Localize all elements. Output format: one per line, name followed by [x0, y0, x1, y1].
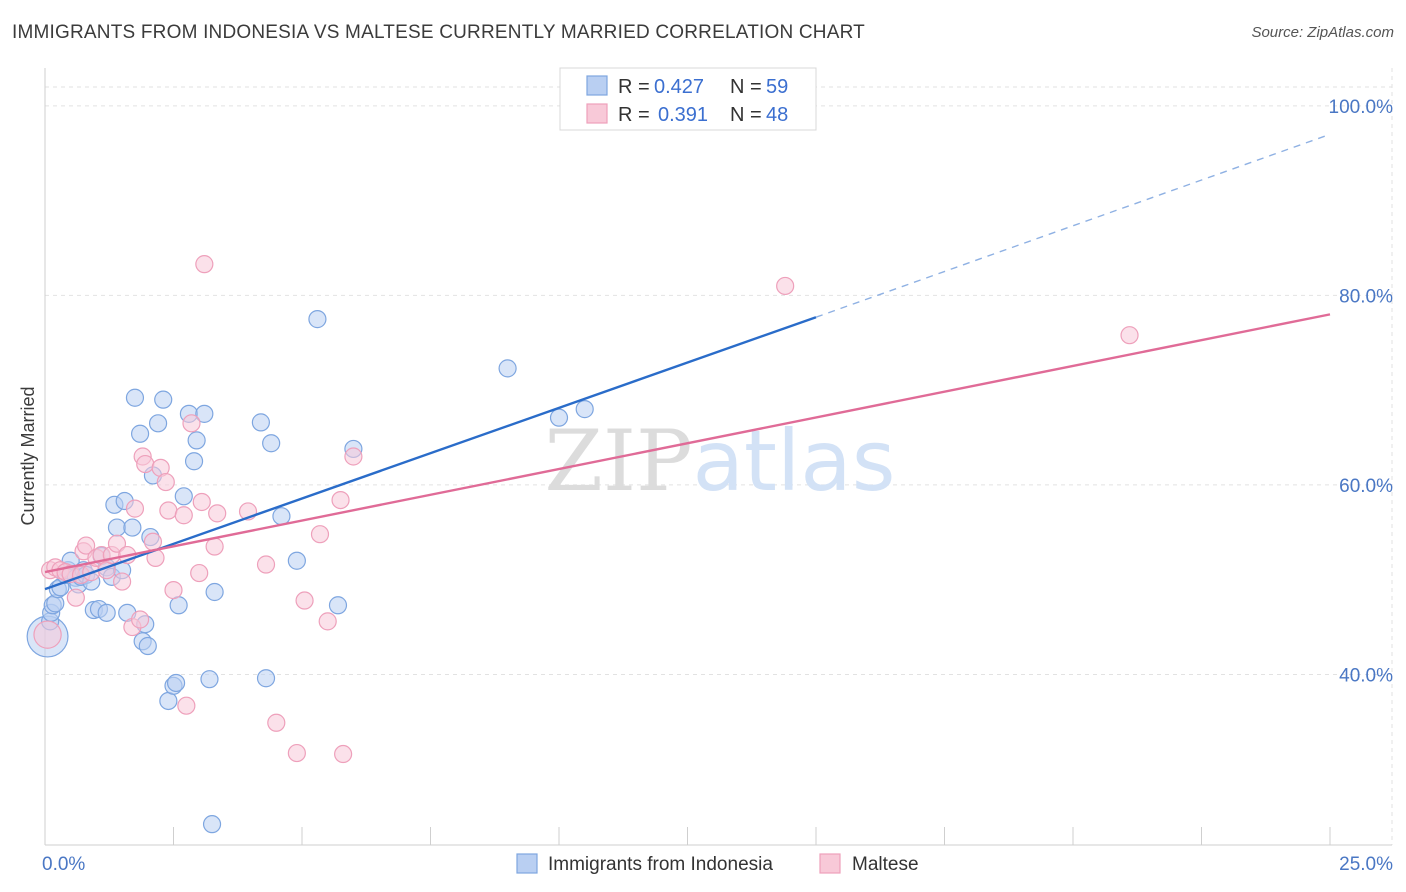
indonesia-point-19: [97, 603, 116, 622]
tick-labels: 40.0% 60.0% 80.0% 100.0% 0.0% 25.0%: [42, 97, 1393, 875]
maltese-point-42: [310, 525, 330, 544]
indonesia-point-54: [308, 310, 327, 329]
maltese-point-45: [334, 744, 353, 764]
legend-swatch-indonesia: [586, 75, 608, 96]
bottom-legend-swatch-maltese: [819, 853, 841, 874]
indonesia-point-37: [159, 691, 178, 711]
x-tick-label-0: 0.0%: [42, 854, 85, 875]
indonesia-point-45: [195, 404, 214, 423]
indonesia-point-36: [154, 390, 173, 409]
maltese-point-43: [318, 612, 337, 631]
maltese-point-28: [164, 581, 183, 600]
maltese-point-27: [159, 501, 178, 520]
maltese-point-20: [130, 610, 150, 629]
indonesia-point-57: [498, 359, 517, 378]
legend-swatch-maltese: [586, 103, 608, 124]
scatter-points: [26, 255, 1139, 834]
indonesia-point-49: [251, 413, 270, 432]
indonesia-trend-line: [44, 316, 817, 591]
chart-source: Source: ZipAtlas.com: [1251, 24, 1394, 41]
indonesia-point-41: [174, 487, 193, 506]
trend-lines: [44, 133, 1331, 591]
maltese-point-29: [174, 506, 193, 525]
indonesia-point-53: [287, 551, 306, 570]
indonesia-point-46: [200, 670, 219, 689]
legend-r-label-1: R =: [618, 76, 650, 98]
y-tick-label-3: 100.0%: [1329, 97, 1394, 118]
maltese-point-35: [205, 537, 224, 556]
indonesia-point-44: [187, 431, 206, 450]
legend-n-label-2: N =: [730, 104, 762, 126]
legend-n-value-1: 59: [766, 76, 788, 98]
axes: [44, 68, 1392, 846]
legend: R = 0.427 N = 59 R = 0.391 N = 48: [559, 67, 817, 131]
indonesia-point-27: [123, 518, 142, 537]
indonesia-point-50: [256, 669, 276, 688]
maltese-point-26: [156, 472, 175, 492]
maltese-point-39: [267, 713, 286, 732]
x-tick-label-1: 25.0%: [1339, 854, 1393, 875]
indonesia-point-23: [107, 518, 127, 537]
maltese-point-30: [177, 696, 196, 715]
indonesia-point-48: [205, 582, 224, 602]
maltese-point-31: [182, 414, 201, 433]
legend-r-value-2: 0.391: [658, 104, 708, 126]
bottom-legend-label-maltese: Maltese: [852, 854, 919, 875]
maltese-point-16: [112, 572, 132, 591]
maltese-point-46: [344, 447, 363, 466]
indonesia-point-55: [328, 596, 348, 615]
indonesia-point-35: [148, 414, 168, 433]
indonesia-point-52: [272, 507, 291, 526]
indonesia-point-59: [575, 400, 594, 419]
maltese-point-48: [1120, 326, 1139, 345]
maltese-point-32: [190, 563, 209, 583]
legend-r-value-1: 0.427: [654, 76, 704, 98]
legend-r-label-2: R =: [618, 104, 650, 126]
maltese-point-41: [295, 591, 314, 610]
maltese-point-9: [77, 536, 96, 555]
indonesia-point-47: [202, 815, 222, 834]
chart-title: IMMIGRANTS FROM INDONESIA VS MALTESE CUR…: [12, 22, 865, 43]
legend-n-label-1: N =: [730, 76, 762, 98]
watermark: ZIPatlas: [544, 412, 895, 510]
legend-n-value-2: 48: [766, 104, 788, 126]
maltese-point-36: [208, 504, 227, 523]
indonesia-point-32: [138, 636, 157, 656]
y-tick-label-0: 40.0%: [1339, 665, 1393, 686]
maltese-point-15: [107, 534, 127, 553]
bottom-legend-label-indonesia: Immigrants from Indonesia: [548, 854, 773, 875]
maltese-point-6: [66, 588, 85, 607]
series-legend: Immigrants from Indonesia Maltese: [516, 853, 919, 875]
maltese-point-38: [256, 555, 276, 574]
indonesia-point-40: [169, 596, 188, 615]
y-axis-label: Currently Married: [18, 386, 38, 525]
maltese-point-33: [192, 492, 211, 512]
maltese-point-22: [136, 454, 155, 474]
indonesia-trend-extension: [815, 133, 1331, 318]
maltese-point-0: [33, 620, 62, 649]
maltese-point-47: [776, 276, 795, 296]
y-tick-label-2: 80.0%: [1339, 286, 1393, 307]
indonesia-point-28: [125, 388, 145, 407]
maltese-point-44: [331, 490, 350, 510]
indonesia-point-29: [130, 424, 150, 443]
grid-lines: [45, 68, 1393, 845]
maltese-point-40: [287, 743, 306, 763]
maltese-point-19: [125, 499, 145, 518]
y-tick-label-1: 60.0%: [1339, 476, 1393, 497]
indonesia-point-58: [549, 408, 569, 427]
indonesia-point-39: [166, 673, 186, 693]
indonesia-point-43: [184, 452, 204, 471]
bottom-legend-swatch-indonesia: [516, 853, 538, 874]
indonesia-point-51: [262, 434, 281, 453]
maltese-trend-line: [44, 313, 1331, 574]
maltese-point-34: [195, 255, 214, 274]
